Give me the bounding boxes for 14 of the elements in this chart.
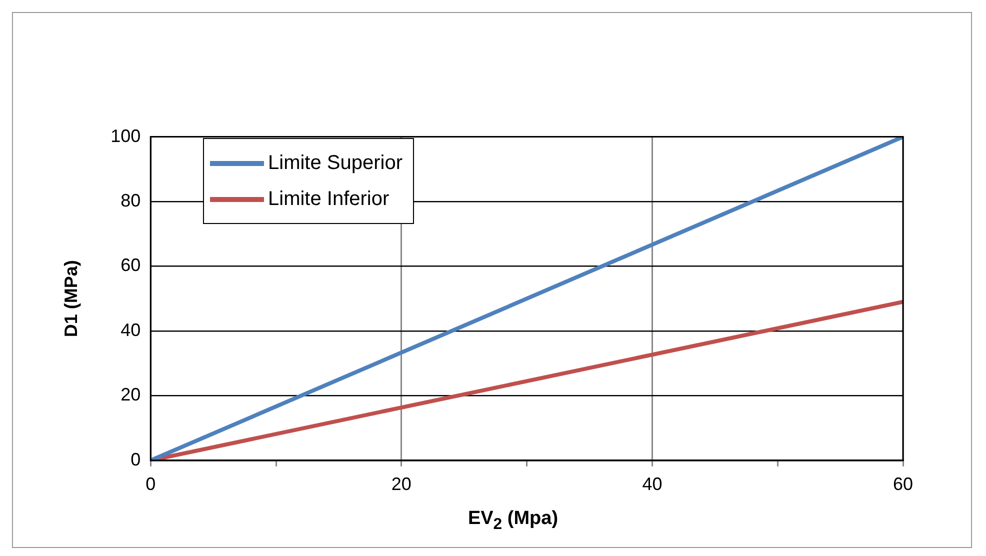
y-tick-label: 0 — [130, 449, 141, 470]
y-tick-label: 80 — [120, 190, 141, 210]
legend-label: Limite Superior — [268, 151, 403, 176]
x-tick-label: 0 — [146, 474, 156, 494]
y-axis-title: D1 (MPa) — [60, 260, 81, 338]
x-tick-label: 60 — [892, 474, 914, 494]
y-tick-label: 20 — [120, 384, 141, 405]
x-axis-title: EV$_{2}$ (Mpa) — [466, 508, 560, 534]
y-tick-label: 60 — [120, 255, 141, 276]
legend-label: Limite Inferior — [268, 187, 390, 212]
x-tick-label: 40 — [642, 474, 662, 494]
y-tick-label: 100 — [110, 126, 141, 146]
y-tick-label: 40 — [120, 320, 141, 340]
x-tick-label: 20 — [391, 474, 412, 494]
